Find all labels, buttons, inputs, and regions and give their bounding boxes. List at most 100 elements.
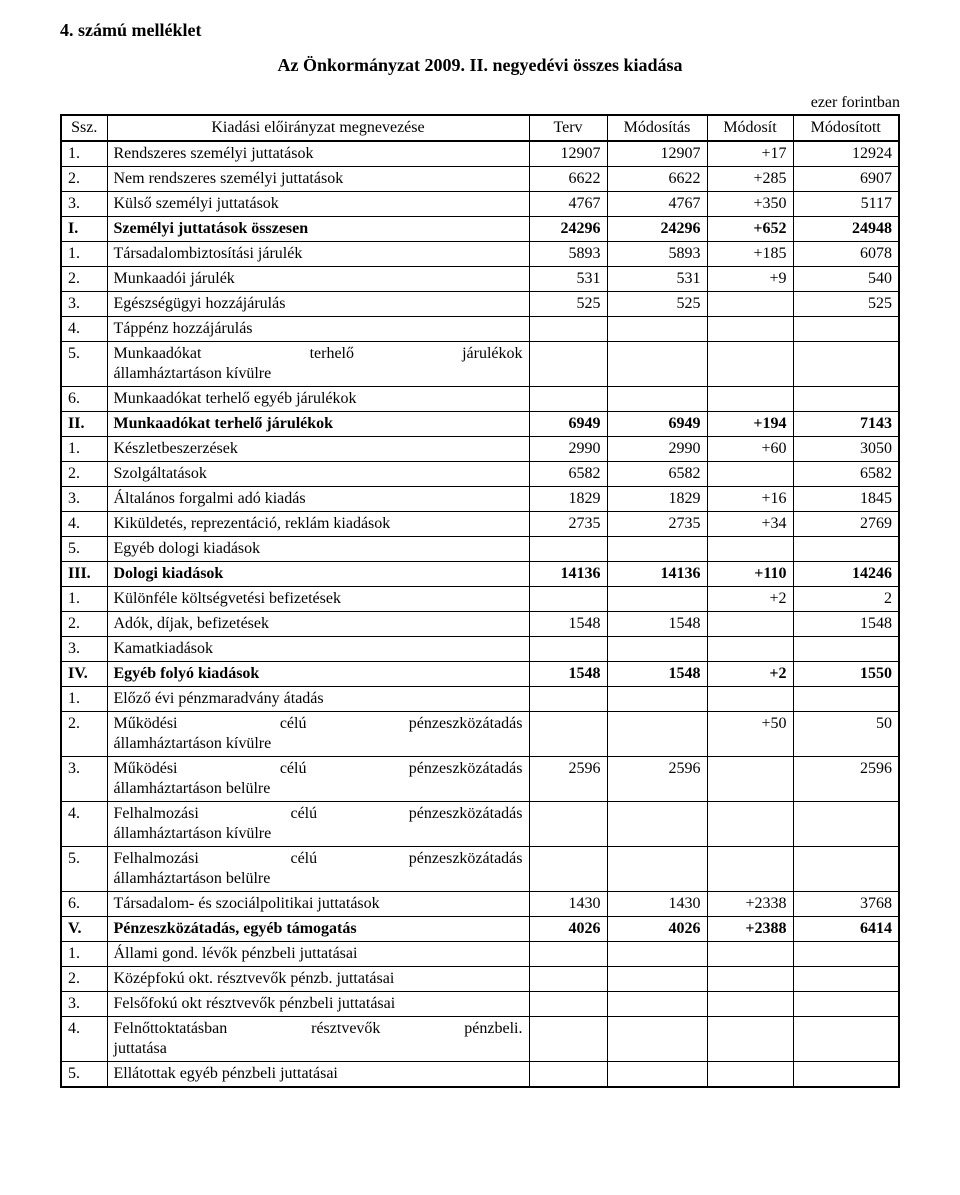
cell-modositas — [607, 1062, 707, 1088]
justified-word: célú — [290, 849, 317, 869]
cell-modositas — [607, 847, 707, 892]
justified-word: célú — [280, 759, 307, 779]
cell-modositott — [793, 342, 899, 387]
cell-modositott: 50 — [793, 712, 899, 757]
table-row: 5.Ellátottak egyéb pénzbeli juttatásai — [61, 1062, 899, 1088]
cell-name: Munkaadói járulék — [107, 267, 529, 292]
cell-index: IV. — [61, 662, 107, 687]
cell-name: Egyéb folyó kiadások — [107, 662, 529, 687]
cell-modositas: 2596 — [607, 757, 707, 802]
cell-modosit — [707, 387, 793, 412]
cell-modositott: 14246 — [793, 562, 899, 587]
cell-modosit: +2 — [707, 662, 793, 687]
table-row: 1.Készletbeszerzések29902990+603050 — [61, 437, 899, 462]
cell-index: 1. — [61, 942, 107, 967]
cell-terv: 525 — [529, 292, 607, 317]
cell-terv: 4767 — [529, 192, 607, 217]
cell-modositas: 2990 — [607, 437, 707, 462]
cell-name: Egészségügyi hozzájárulás — [107, 292, 529, 317]
cell-modositas — [607, 992, 707, 1017]
cell-terv — [529, 1017, 607, 1062]
cell-terv: 24296 — [529, 217, 607, 242]
cell-index: 1. — [61, 141, 107, 167]
cell-modositas — [607, 317, 707, 342]
cell-index: I. — [61, 217, 107, 242]
table-row: 5.Munkaadókatterhelőjárulékokállamháztar… — [61, 342, 899, 387]
cell-modositott — [793, 1062, 899, 1088]
cell-modositott: 6582 — [793, 462, 899, 487]
cell-index: III. — [61, 562, 107, 587]
name-tail: államháztartáson kívülre — [114, 734, 523, 754]
table-row: 6.Munkaadókat terhelő egyéb járulékok — [61, 387, 899, 412]
cell-name: Felhalmozásicélúpénzeszközátadásállamház… — [107, 847, 529, 892]
table-row: 3.Egészségügyi hozzájárulás525525525 — [61, 292, 899, 317]
cell-modositott: 6414 — [793, 917, 899, 942]
cell-name: Munkaadókatterhelőjárulékokállamháztartá… — [107, 342, 529, 387]
cell-modositott — [793, 847, 899, 892]
cell-modosit: +2338 — [707, 892, 793, 917]
cell-modositott — [793, 1017, 899, 1062]
cell-name: Rendszeres személyi juttatások — [107, 141, 529, 167]
col-header-terv: Terv — [529, 115, 607, 141]
cell-modositas — [607, 637, 707, 662]
cell-modositas: 5893 — [607, 242, 707, 267]
cell-index: 5. — [61, 342, 107, 387]
table-row: 4.Felnőttoktatásbanrésztvevőkpénzbeli.ju… — [61, 1017, 899, 1062]
cell-modosit — [707, 757, 793, 802]
cell-terv — [529, 387, 607, 412]
cell-modosit — [707, 1062, 793, 1088]
table-row: 4.Táppénz hozzájárulás — [61, 317, 899, 342]
main-title: Az Önkormányzat 2009. II. negyedévi össz… — [60, 55, 900, 76]
cell-modositas — [607, 942, 707, 967]
cell-modosit: +50 — [707, 712, 793, 757]
cell-terv: 6949 — [529, 412, 607, 437]
cell-modosit — [707, 942, 793, 967]
justified-word: Felhalmozási — [114, 849, 199, 869]
cell-modosit: +185 — [707, 242, 793, 267]
justified-word: Felhalmozási — [114, 804, 199, 824]
justified-word: résztvevők — [311, 1019, 380, 1039]
table-row: 1.Állami gond. lévők pénzbeli juttatásai — [61, 942, 899, 967]
cell-terv — [529, 802, 607, 847]
cell-terv — [529, 847, 607, 892]
cell-modositott: 7143 — [793, 412, 899, 437]
cell-index: 4. — [61, 317, 107, 342]
justified-word: pénzbeli. — [464, 1019, 522, 1039]
cell-terv: 5893 — [529, 242, 607, 267]
cell-modosit: +2 — [707, 587, 793, 612]
justified-line: Működésicélúpénzeszközátadás — [114, 759, 523, 779]
cell-name: Dologi kiadások — [107, 562, 529, 587]
cell-modositott: 6078 — [793, 242, 899, 267]
justified-word: célú — [290, 804, 317, 824]
cell-modosit: +194 — [707, 412, 793, 437]
cell-modositas: 1548 — [607, 612, 707, 637]
cell-name: Általános forgalmi adó kiadás — [107, 487, 529, 512]
cell-modosit: +285 — [707, 167, 793, 192]
cell-modositas — [607, 342, 707, 387]
cell-index: 3. — [61, 292, 107, 317]
justified-word: járulékok — [462, 344, 522, 364]
cell-modositott: 5117 — [793, 192, 899, 217]
cell-terv: 6622 — [529, 167, 607, 192]
cell-name: Társadalom- és szociálpolitikai juttatás… — [107, 892, 529, 917]
cell-modositas: 6622 — [607, 167, 707, 192]
table-row: 6.Társadalom- és szociálpolitikai juttat… — [61, 892, 899, 917]
cell-index: 2. — [61, 462, 107, 487]
table-header-row: Ssz. Kiadási előirányzat megnevezése Ter… — [61, 115, 899, 141]
cell-modosit — [707, 462, 793, 487]
table-row: 2.Nem rendszeres személyi juttatások6622… — [61, 167, 899, 192]
cell-modositas — [607, 587, 707, 612]
cell-modosit — [707, 992, 793, 1017]
table-row: 5.Egyéb dologi kiadások — [61, 537, 899, 562]
cell-terv: 14136 — [529, 562, 607, 587]
col-header-modositott: Módosított — [793, 115, 899, 141]
table-row: 1.Társadalombiztosítási járulék58935893+… — [61, 242, 899, 267]
cell-index: 3. — [61, 192, 107, 217]
table-row: 1.Különféle költségvetési befizetések+22 — [61, 587, 899, 612]
cell-modositas: 12907 — [607, 141, 707, 167]
cell-modositott — [793, 317, 899, 342]
cell-index: 6. — [61, 892, 107, 917]
cell-name: Kamatkiadások — [107, 637, 529, 662]
cell-index: 2. — [61, 967, 107, 992]
cell-terv — [529, 992, 607, 1017]
